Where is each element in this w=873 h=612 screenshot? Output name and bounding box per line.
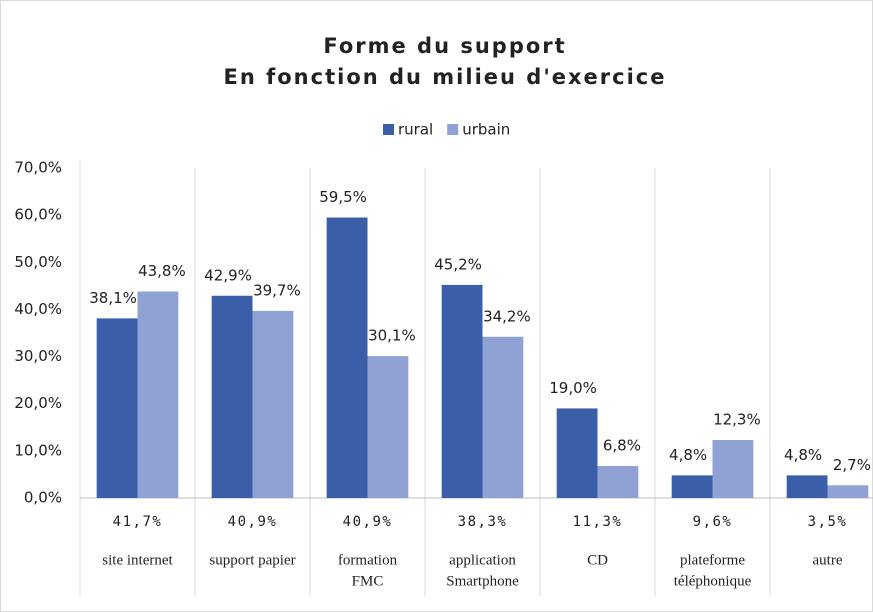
data-label: 39,7% <box>253 281 301 299</box>
data-label: 42,9% <box>204 266 252 284</box>
data-label: 30,1% <box>368 327 416 345</box>
bar <box>827 485 869 498</box>
data-label: 38,1% <box>89 289 137 307</box>
legend-swatch <box>447 124 459 135</box>
y-tick-label: 20,0% <box>14 394 62 412</box>
x-tick-label: support papier <box>209 552 295 568</box>
data-label: 6,8% <box>603 436 641 454</box>
bar <box>252 310 294 498</box>
y-tick-label: 0,0% <box>24 489 62 507</box>
overall-label: 11,3% <box>573 514 623 530</box>
x-tick-label: application <box>449 552 516 568</box>
chart-title: Forme du support <box>323 34 566 58</box>
data-label: 4,8% <box>669 446 707 464</box>
y-tick-label: 30,0% <box>14 347 62 365</box>
legend-swatch <box>383 124 394 135</box>
chart-title: En fonction du milieu d'exercice <box>224 65 667 89</box>
data-label: 12,3% <box>713 411 761 429</box>
overall-label: 40,9% <box>228 514 278 530</box>
x-tick-label: FMC <box>352 573 384 589</box>
bar <box>482 336 524 498</box>
data-label: 4,8% <box>784 446 822 464</box>
data-label: 19,0% <box>549 379 597 397</box>
data-label: 34,2% <box>483 307 531 325</box>
overall-label: 38,3% <box>458 514 508 530</box>
x-tick-label: CD <box>587 552 608 568</box>
bar <box>556 408 598 498</box>
bar <box>671 475 713 498</box>
data-label: 2,7% <box>833 456 871 474</box>
bar <box>326 217 368 498</box>
bar <box>441 284 483 498</box>
x-tick-label: autre <box>813 552 843 568</box>
y-tick-label: 50,0% <box>14 253 62 271</box>
x-tick-label: téléphonique <box>674 573 752 589</box>
bar <box>712 440 754 498</box>
legend-label: urbain <box>462 121 510 139</box>
y-tick-label: 40,0% <box>14 300 62 318</box>
overall-label: 9,6% <box>693 514 733 530</box>
overall-label: 40,9% <box>343 514 393 530</box>
data-label: 59,5% <box>319 188 367 206</box>
bar <box>96 318 138 498</box>
x-tick-label: plateforme <box>680 552 745 568</box>
y-tick-label: 60,0% <box>14 206 62 224</box>
bar <box>211 295 253 498</box>
bar <box>137 291 179 498</box>
x-tick-label: site internet <box>102 552 173 568</box>
bar <box>597 465 639 498</box>
y-tick-label: 70,0% <box>14 159 62 177</box>
x-tick-label: Smartphone <box>446 573 519 589</box>
legend-label: rural <box>398 121 433 139</box>
bar <box>367 356 409 498</box>
data-label: 45,2% <box>434 255 482 273</box>
bar <box>786 475 828 498</box>
overall-label: 41,7% <box>113 514 163 530</box>
overall-label: 3,5% <box>808 514 848 530</box>
y-tick-label: 10,0% <box>14 441 62 459</box>
data-label: 43,8% <box>138 262 186 280</box>
x-tick-label: formation <box>338 552 398 568</box>
